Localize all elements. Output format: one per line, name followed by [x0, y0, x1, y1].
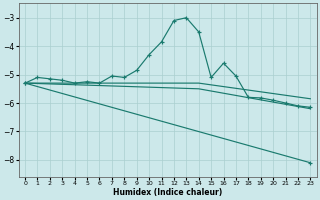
X-axis label: Humidex (Indice chaleur): Humidex (Indice chaleur) — [113, 188, 222, 197]
